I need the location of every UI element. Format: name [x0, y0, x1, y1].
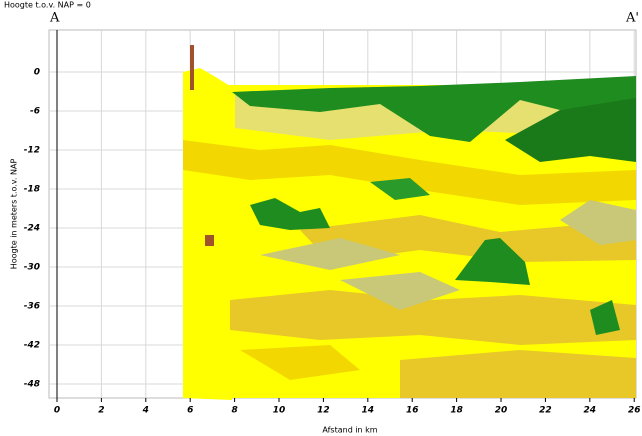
- x-tick-label: 20: [495, 406, 508, 416]
- layer: [240, 345, 360, 380]
- y-tick-label: -48: [24, 380, 40, 390]
- y-tick-label: -36: [24, 302, 40, 312]
- y-tick-label: -12: [24, 146, 40, 156]
- x-tick-label: 4: [142, 406, 149, 416]
- layer: [560, 200, 636, 245]
- x-tick-label: 26: [628, 406, 641, 416]
- layer: [505, 98, 636, 162]
- y-tick-label: -6: [30, 106, 40, 116]
- x-tick-label: 10: [273, 406, 286, 416]
- y-tick-label: 0: [34, 67, 40, 77]
- x-tick-label: 2: [98, 406, 104, 416]
- y-tick-label: -18: [24, 185, 40, 195]
- x-tick-label: 8: [231, 406, 237, 416]
- layer: [183, 140, 636, 205]
- x-tick-label: 6: [187, 406, 193, 416]
- layer: [183, 68, 232, 400]
- x-tick-label: 14: [362, 406, 375, 416]
- x-tick-label: 0: [54, 406, 60, 416]
- layer: [205, 235, 214, 246]
- ticks: 0 2 4 6 8 10 12 14 16 18 20 22 24 260-6-12-18-24-30-3…: [24, 67, 641, 415]
- y-axis-label: Hoogte in meters t.o.v. NAP: [10, 159, 19, 270]
- layer: [400, 350, 636, 398]
- chart-title: Hoogte t.o.v. NAP = 0: [4, 1, 91, 10]
- lithology: [183, 45, 636, 400]
- layer: [370, 178, 430, 200]
- x-tick-label: 24: [584, 406, 597, 416]
- layer: [230, 290, 636, 345]
- x-tick-label: 16: [406, 406, 419, 416]
- y-tick-label: -24: [24, 224, 40, 234]
- layer: [300, 215, 636, 262]
- section-start: A: [49, 11, 60, 26]
- x-axis-label: Afstand in km: [322, 426, 377, 435]
- layer: [340, 272, 460, 310]
- y-tick-label: -42: [24, 341, 40, 351]
- layer: [250, 198, 330, 230]
- layer: [260, 238, 400, 270]
- layer: [590, 300, 620, 335]
- layer: [455, 238, 530, 285]
- x-tick-label: 18: [450, 406, 463, 416]
- layer: [232, 76, 636, 142]
- layer: [190, 45, 194, 90]
- y-tick-label: -30: [24, 263, 40, 273]
- x-tick-label: 12: [317, 406, 330, 416]
- section-end: A': [625, 11, 639, 26]
- x-tick-label: 22: [539, 406, 552, 416]
